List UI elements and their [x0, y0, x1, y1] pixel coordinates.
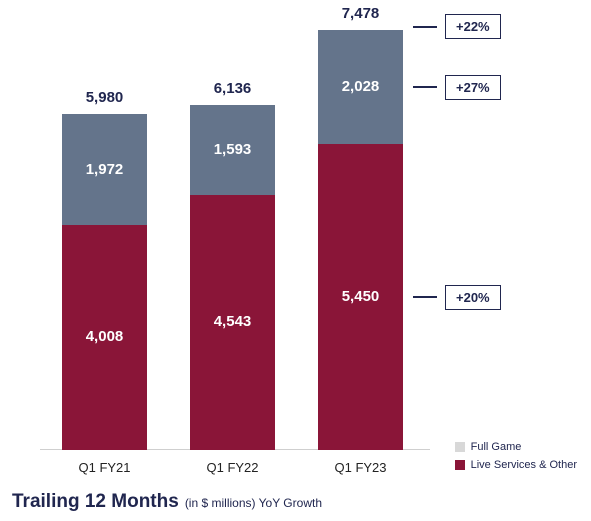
- x-label-0: Q1 FY21: [62, 460, 147, 475]
- bar-seg-full-1-label: 1,593: [190, 141, 275, 158]
- title-sub: (in $ millions) YoY Growth: [185, 496, 322, 510]
- legend-swatch: [455, 442, 465, 452]
- bar-seg-live-1-label: 4,543: [190, 313, 275, 330]
- chart-area: 4,008 1,972 5,980 4,543 1,593 6,136 5,45…: [40, 30, 420, 450]
- annotation-box-live: +20%: [445, 285, 501, 310]
- x-label-2: Q1 FY23: [318, 460, 403, 475]
- legend-item-full-game: Full Game: [455, 441, 577, 453]
- bar-seg-live-0-label: 4,008: [62, 328, 147, 345]
- annotation-connector: [413, 86, 437, 88]
- annotation-full-game: +27%: [413, 75, 501, 100]
- legend-swatch: [455, 460, 465, 470]
- title-main: Trailing 12 Months: [12, 491, 179, 513]
- annotation-total: +22%: [413, 14, 501, 39]
- bar-seg-full-0-label: 1,972: [62, 161, 147, 178]
- bar-total-1: 6,136: [190, 80, 275, 97]
- annotation-connector: [413, 296, 437, 298]
- legend: Full Game Live Services & Other: [455, 435, 577, 471]
- bar-seg-full-2: 2,028: [318, 30, 403, 144]
- annotation-box-full: +27%: [445, 75, 501, 100]
- bar-seg-live-0: 4,008: [62, 225, 147, 450]
- chart-title: Trailing 12 Months (in $ millions) YoY G…: [12, 491, 322, 513]
- bar-seg-full-0: 1,972: [62, 114, 147, 225]
- legend-label: Live Services & Other: [471, 459, 577, 471]
- annotation-box-total: +22%: [445, 14, 501, 39]
- legend-item-live-services: Live Services & Other: [455, 459, 577, 471]
- legend-label: Full Game: [471, 441, 522, 453]
- bar-total-2: 7,478: [318, 5, 403, 22]
- x-label-1: Q1 FY22: [190, 460, 275, 475]
- bar-total-0: 5,980: [62, 89, 147, 106]
- annotation-live-services: +20%: [413, 285, 501, 310]
- bar-seg-full-1: 1,593: [190, 105, 275, 194]
- bar-seg-live-1: 4,543: [190, 195, 275, 450]
- bar-seg-live-2: 5,450: [318, 144, 403, 450]
- annotation-connector: [413, 26, 437, 28]
- x-axis-labels: Q1 FY21 Q1 FY22 Q1 FY23: [40, 460, 420, 480]
- bar-seg-full-2-label: 2,028: [318, 78, 403, 95]
- bar-seg-live-2-label: 5,450: [318, 288, 403, 305]
